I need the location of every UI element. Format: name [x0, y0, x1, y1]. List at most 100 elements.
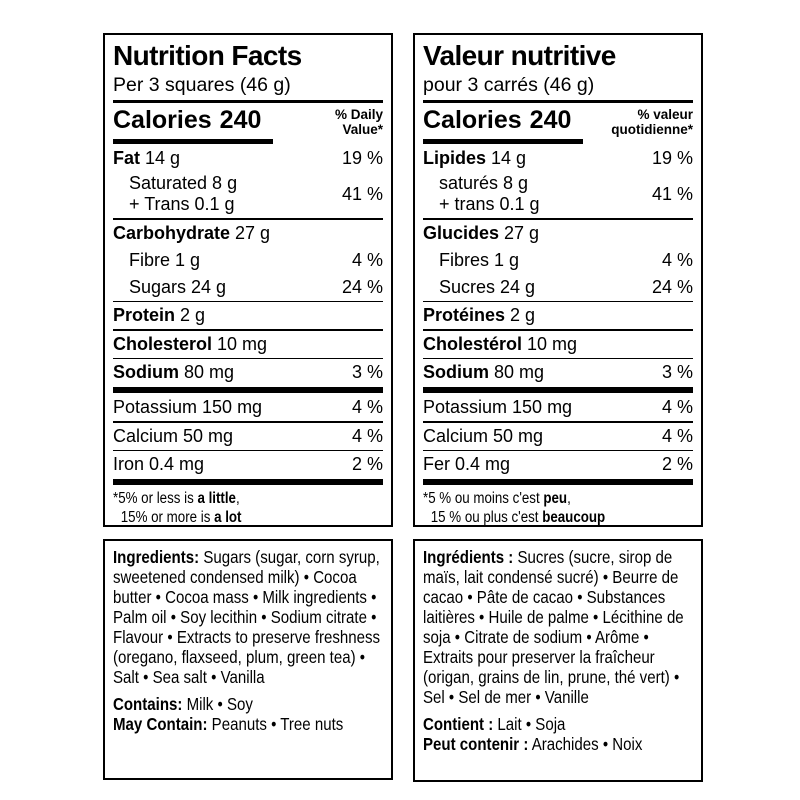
serving-size: Per 3 squares (46 g)	[113, 74, 291, 96]
separator-thin	[423, 357, 693, 359]
calories-label: Calories	[113, 106, 212, 134]
daily-value-header: % valeur quotidienne*	[611, 106, 693, 137]
nutrient-label: Potassium 150 mg	[113, 397, 263, 417]
nutrient-percent: 24 %	[341, 276, 383, 297]
nutrient-label: Saturated 8 g + Trans 0.1 g	[129, 173, 238, 214]
ingredients-paragraph: May Contain: Peanuts • Tree nuts	[113, 714, 344, 734]
nutrient-label: Sucres 24 g	[439, 276, 536, 297]
separator-thin	[423, 449, 693, 451]
daily-value-header: % Daily Value*	[335, 106, 383, 137]
serving-size: pour 3 carrés (46 g)	[423, 74, 595, 96]
nutrient-row: Saturated 8 g + Trans 0.1 g 41 %	[113, 172, 383, 218]
nutrient-row: Glucides 27 g	[423, 220, 693, 247]
separator-thick	[113, 479, 383, 485]
nutrient-label: Sodium 80 mg	[113, 362, 235, 382]
nutrient-percent: 4 %	[661, 249, 693, 270]
nutrient-percent: 3 %	[351, 362, 383, 382]
daily-value-header-line2: quotidienne*	[611, 122, 693, 137]
nutrient-label: Iron 0.4 mg	[113, 454, 205, 474]
serving-rule	[113, 100, 383, 103]
separator-thin	[113, 449, 383, 451]
nutrient-percent: 2 %	[351, 454, 383, 474]
separator-thin	[423, 421, 693, 423]
ingredients-paragraph: Peut contenir : Arachides • Noix	[423, 734, 643, 754]
nutrient-percent: 4 %	[661, 397, 693, 417]
calories-row: Calories 240 % Daily Value*	[113, 106, 383, 137]
ingredients-paragraph: Ingredients: Sugars (sugar, corn syrup, …	[113, 547, 381, 687]
ingredients-paragraph: Ingrédients : Sucres (sucre, sirop de ma…	[423, 547, 684, 707]
daily-value-header-line1: % Daily	[334, 107, 383, 122]
nutrient-percent: 3 %	[661, 362, 693, 382]
nutrient-row: Calcium 50 mg 4 %	[113, 423, 383, 450]
nutrition-facts-panel-en: Nutrition Facts Per 3 squares (46 g) Cal…	[103, 33, 393, 527]
calories-label: Calories	[423, 106, 522, 134]
panel-title: Valeur nutritive	[423, 40, 616, 71]
nutrient-label: Cholesterol 10 mg	[113, 333, 268, 354]
nutrient-percent: 4 %	[351, 249, 383, 270]
daily-value-header-line1: % valeur	[637, 107, 693, 122]
separator-thin	[423, 329, 693, 331]
separator-thin	[423, 218, 693, 220]
nutrient-label: saturés 8 g + trans 0.1 g	[439, 173, 540, 214]
nutrient-row: saturés 8 g + trans 0.1 g 41 %	[423, 172, 693, 218]
ingredients-text: Ingrédients : Sucres (sucre, sirop de ma…	[423, 547, 693, 754]
nutrient-row: Cholesterol 10 mg	[113, 331, 383, 358]
nutrient-row: Protein 2 g	[113, 302, 383, 329]
nutrient-rows: Fat 14 g 19 % Saturated 8 g + Trans 0.1 g 41…	[113, 145, 383, 485]
nutrient-label: Calcium 50 mg	[423, 425, 544, 446]
nutrient-percent: 2 %	[661, 454, 693, 474]
nutrient-row: Potassium 150 mg 4 %	[423, 394, 693, 421]
nutrient-row: Potassium 150 mg 4 %	[113, 394, 383, 421]
footnote-line: *5% or less is a little,	[113, 490, 240, 507]
nutrient-label: Fibres 1 g	[439, 249, 520, 270]
nutrient-row: Fibre 1 g 4 %	[113, 247, 383, 274]
separator-thin	[113, 357, 383, 359]
footnote-line: 15% or more is a lot	[120, 509, 242, 526]
calories-value: 240	[219, 106, 262, 134]
nutrient-label: Sugars 24 g	[129, 276, 227, 297]
nutrient-percent: 19 %	[651, 148, 693, 168]
nutrient-label: Protein 2 g	[113, 305, 206, 325]
nutrient-row: Fer 0.4 mg 2 %	[423, 451, 693, 478]
separator-thin	[113, 329, 383, 331]
ingredients-box-fr: Ingrédients : Sucres (sucre, sirop de ma…	[413, 539, 703, 782]
nutrient-row: Sucres 24 g 24 %	[423, 274, 693, 301]
nutrient-percent: 24 %	[651, 276, 693, 297]
nutrient-label: Lipides 14 g	[423, 148, 527, 168]
daily-value-header-line2: Value*	[342, 122, 383, 137]
nutrient-percent: 19 %	[341, 148, 383, 168]
separator-thin	[113, 421, 383, 423]
calories-underline-bar	[113, 139, 273, 144]
calories-row: Calories 240 % valeur quotidienne*	[423, 106, 693, 137]
serving-rule	[423, 100, 693, 103]
footnote: *5 % ou moins c'est peu, 15 % ou plus c'e…	[423, 489, 693, 526]
calories-underline-bar	[423, 139, 583, 144]
calories-value: 240	[529, 106, 572, 134]
nutrient-row: Sugars 24 g 24 %	[113, 274, 383, 301]
nutrient-row: Sodium 80 mg 3 %	[423, 359, 693, 386]
nutrient-percent: 4 %	[351, 425, 383, 446]
separator-thin	[113, 218, 383, 220]
nutrient-row: Cholestérol 10 mg	[423, 331, 693, 358]
nutrient-label: Fer 0.4 mg	[423, 454, 511, 474]
panel-title: Nutrition Facts	[113, 40, 302, 71]
ingredients-text: Ingredients: Sugars (sugar, corn syrup, …	[113, 547, 383, 734]
footnote-line: 15 % ou plus c'est beaucoup	[430, 509, 606, 526]
ingredients-paragraph: Contains: Milk • Soy	[113, 694, 253, 714]
separator-thin	[113, 300, 383, 302]
nutrient-label: Carbohydrate 27 g	[113, 222, 271, 243]
calories: Calories 240	[423, 106, 571, 134]
nutrient-percent: 4 %	[351, 397, 383, 417]
nutrient-label: Fat 14 g	[113, 148, 181, 168]
nutrient-label: Glucides 27 g	[423, 222, 540, 243]
separator-thick	[423, 479, 693, 485]
calories: Calories 240	[113, 106, 261, 134]
nutrient-label: Fibre 1 g	[129, 249, 201, 270]
nutrient-row: Iron 0.4 mg 2 %	[113, 451, 383, 478]
nutrient-label: Protéines 2 g	[423, 305, 536, 325]
nutrient-row: Sodium 80 mg 3 %	[113, 359, 383, 386]
nutrition-facts-panel-fr: Valeur nutritive pour 3 carrés (46 g) Ca…	[413, 33, 703, 527]
separator-thin	[423, 300, 693, 302]
nutrient-percent: 4 %	[661, 425, 693, 446]
